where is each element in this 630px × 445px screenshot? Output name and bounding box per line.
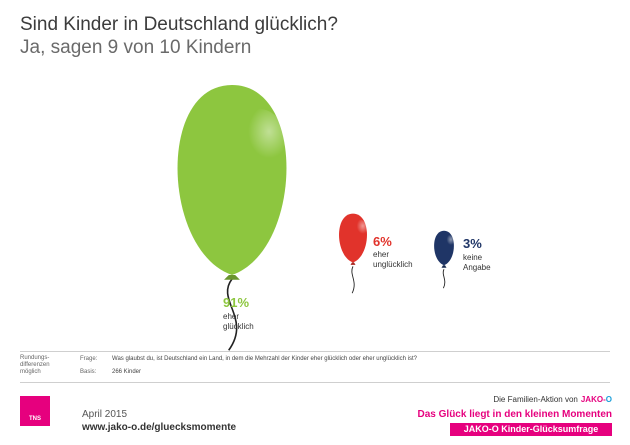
balloon-keine-angabe-string <box>442 269 446 289</box>
family-action-text: Die Familien-Aktion von <box>493 395 578 404</box>
survey-title-bar: JAKO-O Kinder-Glücksumfrage <box>450 423 612 436</box>
balloon-ungluecklich-highlight <box>352 219 368 240</box>
category-label-gluecklich: eher glücklich <box>223 312 254 331</box>
balloon-gluecklich-string <box>226 278 238 351</box>
chart-subtitle: Ja, sagen 9 von 10 Kindern <box>20 37 252 58</box>
divider-bottom <box>20 382 610 383</box>
rounding-note: Rundungs-differenzen möglich <box>20 355 50 375</box>
publication-date: April 2015 <box>82 409 128 420</box>
family-action-line: Die Familien-Aktion von JAKO-O <box>493 395 612 404</box>
divider-top <box>20 351 610 352</box>
campaign-url[interactable]: www.jako-o.de/gluecksmomente <box>82 422 237 433</box>
balloon-ungluecklich-string <box>351 266 355 294</box>
value-label-gluecklich: 91% <box>223 295 250 310</box>
balloon-ungluecklich-knot <box>350 262 356 265</box>
balloon-keine-angabe <box>434 230 455 289</box>
balloon-gluecklich-knot <box>224 275 240 280</box>
tagline: Das Glück liegt in den kleinen Momenten <box>417 409 612 420</box>
base-text: 266 Kinder <box>112 369 142 375</box>
jako-o-logo: JAKO-O <box>580 395 612 404</box>
tns-logo: TNS <box>20 396 50 426</box>
chart-title: Sind Kinder in Deutschland glücklich? <box>20 14 338 35</box>
base-label: Basis: <box>80 369 97 375</box>
question-text: Was glaubst du, ist Deutschland ein Land… <box>112 356 417 362</box>
balloon-keine-angabe-knot <box>441 265 447 268</box>
value-label-keine-angabe: 3% <box>463 236 482 251</box>
value-label-ungluecklich: 6% <box>373 234 392 249</box>
balloon-ungluecklich <box>339 213 368 294</box>
balloon-gluecklich <box>177 85 289 351</box>
question-label: Frage: <box>80 356 98 362</box>
category-label-keine-angabe: keine Angabe <box>463 253 491 272</box>
category-label-ungluecklich: eher unglücklich <box>373 250 413 269</box>
balloon-keine-angabe-highlight <box>443 235 455 249</box>
balloon-gluecklich-highlight <box>228 108 289 185</box>
